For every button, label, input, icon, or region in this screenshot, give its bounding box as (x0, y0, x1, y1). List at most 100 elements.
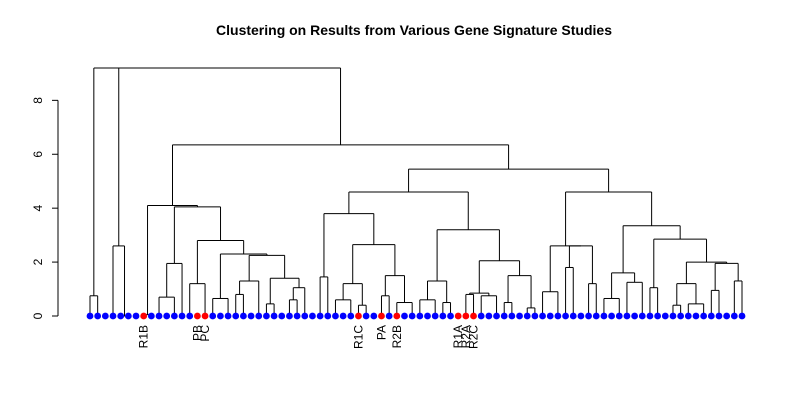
leaf-point (562, 312, 569, 320)
leaf-point (508, 312, 516, 320)
y-tick-label: 2 (31, 258, 45, 265)
leaf-point (416, 312, 424, 320)
leaf-point (232, 312, 240, 320)
leaf-point (240, 312, 247, 320)
leaf-point (569, 312, 577, 320)
leaf-point (661, 312, 669, 320)
dendrogram-links (89, 67, 743, 317)
leaf-point (477, 312, 485, 320)
leaf-point (600, 312, 608, 320)
leaf-point (669, 312, 677, 320)
y-tick-label: 6 (31, 151, 45, 158)
leaf-points (86, 312, 746, 320)
leaf-point (707, 312, 715, 320)
leaf-point (278, 312, 286, 320)
leaf-label-r1b: R1B (137, 325, 151, 348)
leaf-point (684, 312, 692, 320)
leaf-point (539, 312, 546, 320)
leaf-point (447, 312, 454, 320)
leaf-point (163, 312, 171, 320)
leaf-point (301, 312, 309, 320)
leaf-point (431, 312, 439, 320)
leaf-label-r2a: R2A (459, 325, 473, 348)
leaf-point (531, 312, 539, 320)
leaf-point (546, 312, 554, 320)
leaf-point (577, 312, 585, 320)
leaf-point (332, 312, 339, 320)
leaf-point (155, 312, 163, 320)
highlighted-leaf-point (193, 312, 201, 320)
leaf-point (700, 312, 708, 320)
leaf-point (485, 312, 493, 320)
leaf-point (615, 312, 623, 320)
leaf-label-r1a: R1A (451, 325, 465, 348)
leaf-point (516, 312, 523, 320)
leaf-label-r2c: R2C (467, 325, 481, 349)
leaf-point (401, 312, 408, 320)
leaf-point (316, 312, 324, 320)
leaf-point (362, 312, 370, 320)
leaf-point (408, 312, 416, 320)
highlighted-leaf-point (378, 312, 385, 320)
highlighted-leaf-point (201, 312, 209, 320)
leaf-point (370, 312, 378, 320)
leaf-point (585, 312, 592, 320)
leaf-point (224, 312, 232, 320)
leaf-point (646, 312, 654, 320)
leaf-point (247, 312, 255, 320)
leaf-point (178, 312, 186, 320)
chart-title: Clustering on Results from Various Gene … (216, 22, 612, 38)
leaf-label-pb: PB (190, 325, 204, 341)
leaf-point (86, 312, 94, 320)
leaf-point (523, 312, 531, 320)
leaf-point (500, 312, 508, 320)
leaf-point (677, 312, 685, 320)
leaf-point (439, 312, 447, 320)
leaf-point (623, 312, 631, 320)
leaf-point (692, 312, 700, 320)
leaf-point (293, 312, 301, 320)
leaf-point (286, 312, 293, 320)
y-tick-label: 4 (31, 205, 45, 212)
leaf-point (101, 312, 109, 320)
leaf-point (94, 312, 102, 320)
leaf-point (730, 312, 738, 320)
highlighted-leaf-point (462, 312, 470, 320)
leaf-point (263, 312, 270, 320)
leaf-point (117, 312, 125, 320)
leaf-point (554, 312, 562, 320)
highlighted-leaf-point (454, 312, 462, 320)
leaf-point (147, 312, 155, 320)
leaf-point (270, 312, 278, 320)
leaf-point (638, 312, 646, 320)
leaf-point (493, 312, 500, 320)
leaf-point (654, 312, 662, 320)
leaf-point (186, 312, 194, 320)
leaf-point (132, 312, 140, 320)
leaf-point (608, 312, 615, 320)
leaf-point (255, 312, 263, 320)
leaf-label-pa: PA (374, 325, 388, 340)
y-axis: 0 2 4 6 8 (31, 97, 59, 319)
leaf-point (738, 312, 746, 320)
leaf-label-pc: PC (198, 325, 212, 342)
leaf-label-r1c: R1C (351, 325, 365, 349)
y-tick-label: 0 (31, 312, 45, 319)
leaf-label-r2b: R2B (390, 325, 404, 348)
y-tick-label: 8 (31, 97, 45, 104)
leaf-point (170, 312, 178, 320)
leaf-point (347, 312, 355, 320)
leaf-point (592, 312, 600, 320)
leaf-point (209, 312, 217, 320)
highlighted-leaf-point (140, 312, 148, 320)
leaf-point (339, 312, 347, 320)
highlighted-leaf-point (393, 312, 401, 320)
leaf-point (424, 312, 431, 320)
leaf-point (124, 312, 132, 320)
leaf-point (715, 312, 723, 320)
leaf-point (217, 312, 224, 320)
highlighted-leaf-point (470, 312, 477, 320)
leaf-point (324, 312, 332, 320)
